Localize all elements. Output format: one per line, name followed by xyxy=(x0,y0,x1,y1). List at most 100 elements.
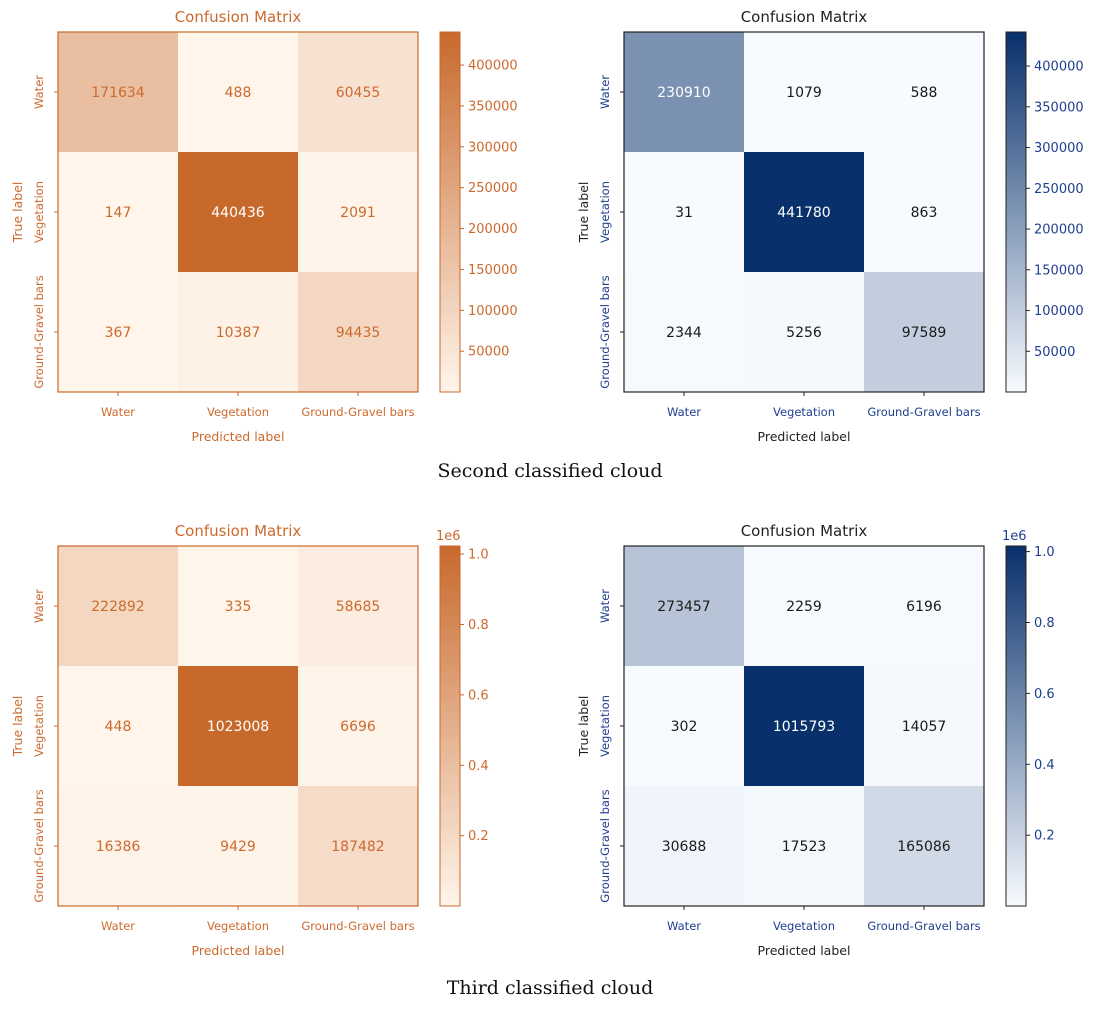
cell-value: 187482 xyxy=(331,839,384,855)
heatmap-cell xyxy=(178,32,298,152)
colorbar-tick-label: 300000 xyxy=(468,140,518,155)
colorbar-tick-label: 0.4 xyxy=(1034,758,1055,773)
colorbar-tick-label: 0.6 xyxy=(468,688,489,703)
cell-value: 230910 xyxy=(657,85,710,101)
colorbar-offset-label: 1e6 xyxy=(1002,529,1027,544)
y-axis-label: True label xyxy=(576,182,591,244)
x-tick-label: Ground-Gravel bars xyxy=(867,405,980,419)
colorbar-tick-label: 0.2 xyxy=(468,829,489,844)
cell-value: 16386 xyxy=(96,839,141,855)
y-axis-label: True label xyxy=(10,696,25,758)
colorbar-tick-label: 150000 xyxy=(1034,263,1084,278)
x-tick-label: Ground-Gravel bars xyxy=(867,919,980,933)
cell-value: 17523 xyxy=(782,839,827,855)
caption-third-cloud: Third classified cloud xyxy=(446,977,654,999)
cell-value: 94435 xyxy=(336,325,381,341)
colorbar-tick-label: 150000 xyxy=(468,263,518,278)
colorbar xyxy=(1006,32,1026,392)
cell-value: 147 xyxy=(105,205,132,221)
x-tick-label: Vegetation xyxy=(773,405,835,419)
y-tick-label: Vegetation xyxy=(598,181,612,243)
x-axis-label: Predicted label xyxy=(758,429,851,444)
colorbar-offset-label: 1e6 xyxy=(436,529,461,544)
cell-value: 367 xyxy=(105,325,132,341)
cell-value: 171634 xyxy=(91,85,145,101)
heatmap-cell xyxy=(864,152,984,272)
colorbar-tick-label: 200000 xyxy=(468,222,518,237)
heatmap-cell xyxy=(58,152,178,272)
colorbar-tick-label: 100000 xyxy=(1034,304,1084,319)
colorbar-tick-label: 350000 xyxy=(1034,100,1084,115)
colorbar-tick-label: 100000 xyxy=(468,304,518,319)
cell-value: 448 xyxy=(105,719,132,735)
heatmap-cell xyxy=(744,666,864,786)
x-tick-label: Water xyxy=(101,919,135,933)
colorbar-tick-label: 0.8 xyxy=(1034,616,1055,631)
cell-value: 9429 xyxy=(220,839,256,855)
heatmap-cell xyxy=(298,546,418,666)
heatmap-cell xyxy=(298,786,418,906)
cell-value: 14057 xyxy=(902,719,947,735)
colorbar-frame xyxy=(1005,31,1027,393)
x-axis-label: Predicted label xyxy=(758,943,851,958)
heatmap-cell xyxy=(864,272,984,392)
y-tick-label: Water xyxy=(32,75,46,109)
heatmap-cell xyxy=(298,152,418,272)
heatmap-cell xyxy=(58,666,178,786)
y-axis-label: True label xyxy=(576,696,591,758)
heatmap-cell xyxy=(864,546,984,666)
cell-value: 10387 xyxy=(216,325,261,341)
heatmap-cell xyxy=(178,786,298,906)
heatmap-cell xyxy=(624,666,744,786)
y-tick-label: Vegetation xyxy=(598,695,612,757)
cell-value: 588 xyxy=(911,85,938,101)
y-tick-label: Vegetation xyxy=(32,181,46,243)
heatmap-cell xyxy=(744,152,864,272)
heatmap-cell xyxy=(178,546,298,666)
heatmap-cell xyxy=(864,786,984,906)
colorbar xyxy=(440,546,460,906)
heatmap-cell xyxy=(744,546,864,666)
cell-value: 97589 xyxy=(902,325,947,341)
matrix-title: Confusion Matrix xyxy=(175,522,302,540)
cell-value: 302 xyxy=(671,719,698,735)
heatmap-cell xyxy=(298,666,418,786)
y-axis-label: True label xyxy=(10,182,25,244)
cell-value: 2091 xyxy=(340,205,376,221)
y-tick-label: Ground-Gravel bars xyxy=(598,275,612,388)
cell-value: 1023008 xyxy=(207,719,269,735)
cell-value: 1079 xyxy=(786,85,822,101)
colorbar-frame xyxy=(439,545,461,907)
cell-value: 165086 xyxy=(897,839,951,855)
heatmap-cell xyxy=(864,666,984,786)
x-tick-label: Ground-Gravel bars xyxy=(301,405,414,419)
cell-value: 222892 xyxy=(91,599,144,615)
x-tick-label: Ground-Gravel bars xyxy=(301,919,414,933)
heatmap-cell xyxy=(624,786,744,906)
colorbar-tick-label: 0.4 xyxy=(468,759,489,774)
colorbar-tick-label: 400000 xyxy=(468,59,518,74)
colorbar-tick-label: 0.6 xyxy=(1034,687,1055,702)
cell-value: 2259 xyxy=(786,599,822,615)
cell-value: 440436 xyxy=(211,205,265,221)
colorbar-tick-label: 1.0 xyxy=(1034,545,1055,560)
colorbar-tick-label: 50000 xyxy=(1034,345,1075,360)
cell-value: 60455 xyxy=(336,85,381,101)
cell-value: 6696 xyxy=(340,719,376,735)
cell-value: 30688 xyxy=(662,839,707,855)
cell-value: 273457 xyxy=(657,599,710,615)
cell-value: 6196 xyxy=(906,599,942,615)
colorbar-tick-label: 1.0 xyxy=(468,548,489,563)
heatmap-cell xyxy=(178,666,298,786)
heatmap-cell xyxy=(298,272,418,392)
confusion-matrix-m1: 171634 488 60455 147 440436 2091 367 10387 94435… xyxy=(10,8,518,444)
heatmap-cell xyxy=(624,32,744,152)
colorbar-frame xyxy=(1005,545,1027,907)
y-tick-label: Ground-Gravel bars xyxy=(32,275,46,388)
x-tick-label: Vegetation xyxy=(207,919,269,933)
heatmap-cell xyxy=(744,786,864,906)
y-tick-label: Water xyxy=(598,589,612,623)
cell-value: 1015793 xyxy=(773,719,835,735)
heatmap-cell xyxy=(178,272,298,392)
